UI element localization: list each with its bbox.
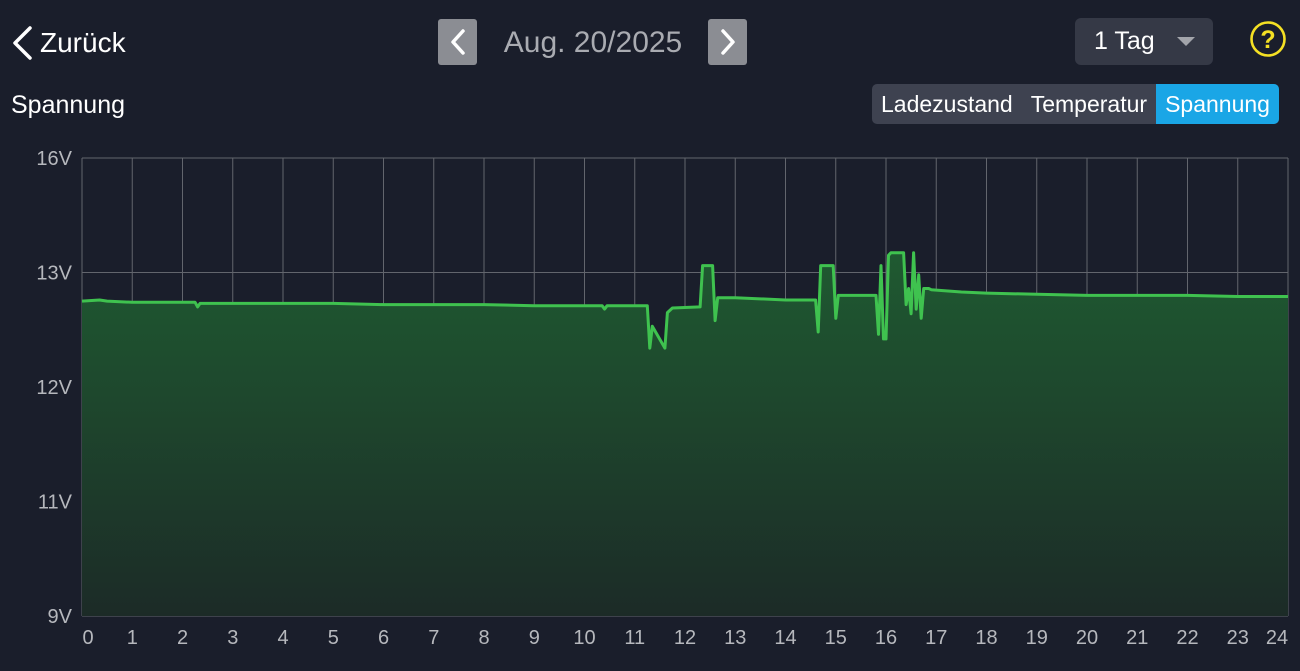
help-glyph: ?	[1260, 26, 1275, 54]
help-button[interactable]: ?	[1249, 20, 1287, 58]
back-button[interactable]: Zurück	[10, 22, 126, 64]
chevron-left-icon	[450, 29, 465, 55]
x-tick-label: 17	[925, 627, 947, 649]
x-tick-label: 10	[573, 627, 595, 649]
y-tick-label: 9V	[48, 606, 73, 628]
voltage-line	[81, 251, 1288, 350]
back-label: Zurück	[40, 27, 126, 58]
x-tick-label: 16	[875, 627, 897, 649]
x-tick-label: 21	[1126, 627, 1148, 649]
x-tick-label: 8	[478, 627, 489, 649]
tab-temperatur[interactable]: Temperatur	[1030, 91, 1148, 117]
x-tick-label: 23	[1227, 627, 1249, 649]
x-tick-label: 14	[774, 627, 796, 649]
x-tick-label: 3	[227, 627, 238, 649]
metric-tabs: Ladezustand Temperatur Spannung	[872, 84, 1279, 124]
range-label: 1 Tag	[1094, 27, 1155, 55]
x-tick-label: 12	[674, 627, 696, 649]
x-tick-label: 11	[624, 627, 645, 649]
x-tick-label: 4	[277, 627, 288, 649]
x-tick-label: 13	[724, 627, 746, 649]
x-tick-label: 22	[1176, 627, 1198, 649]
chevron-left-icon	[13, 26, 32, 60]
y-tick-label: 11V	[38, 492, 73, 514]
tab-ladezustand[interactable]: Ladezustand	[881, 91, 1013, 117]
voltage-area	[82, 252, 1288, 616]
next-day-button[interactable]	[708, 19, 747, 65]
chevron-right-icon	[720, 29, 735, 55]
x-tick-label: 24	[1266, 627, 1288, 649]
x-tick-label: 15	[825, 627, 847, 649]
y-tick-label: 13V	[36, 263, 72, 285]
x-tick-label: 0	[82, 627, 93, 649]
y-tick-label: 16V	[36, 148, 72, 170]
range-dropdown[interactable]: 1 Tag	[1075, 18, 1213, 65]
help-icon	[1250, 21, 1286, 57]
y-tick-label: 12V	[36, 377, 72, 399]
chart-title: Spannung	[11, 91, 126, 119]
x-tick-label: 6	[378, 627, 389, 649]
x-tick-label: 2	[177, 627, 188, 649]
x-tick-label: 5	[328, 627, 339, 649]
x-tick-label: 19	[1026, 627, 1048, 649]
tab-spannung[interactable]: Spannung	[1156, 84, 1279, 124]
x-tick-label: 1	[127, 627, 138, 649]
caret-down-icon	[1177, 37, 1195, 46]
x-tick-label: 20	[1076, 627, 1098, 649]
x-tick-label: 7	[428, 627, 439, 649]
x-tick-label: 9	[529, 627, 540, 649]
x-tick-label: 18	[975, 627, 997, 649]
previous-day-button[interactable]	[438, 19, 477, 65]
date-label: Aug. 20/2025	[503, 26, 683, 59]
